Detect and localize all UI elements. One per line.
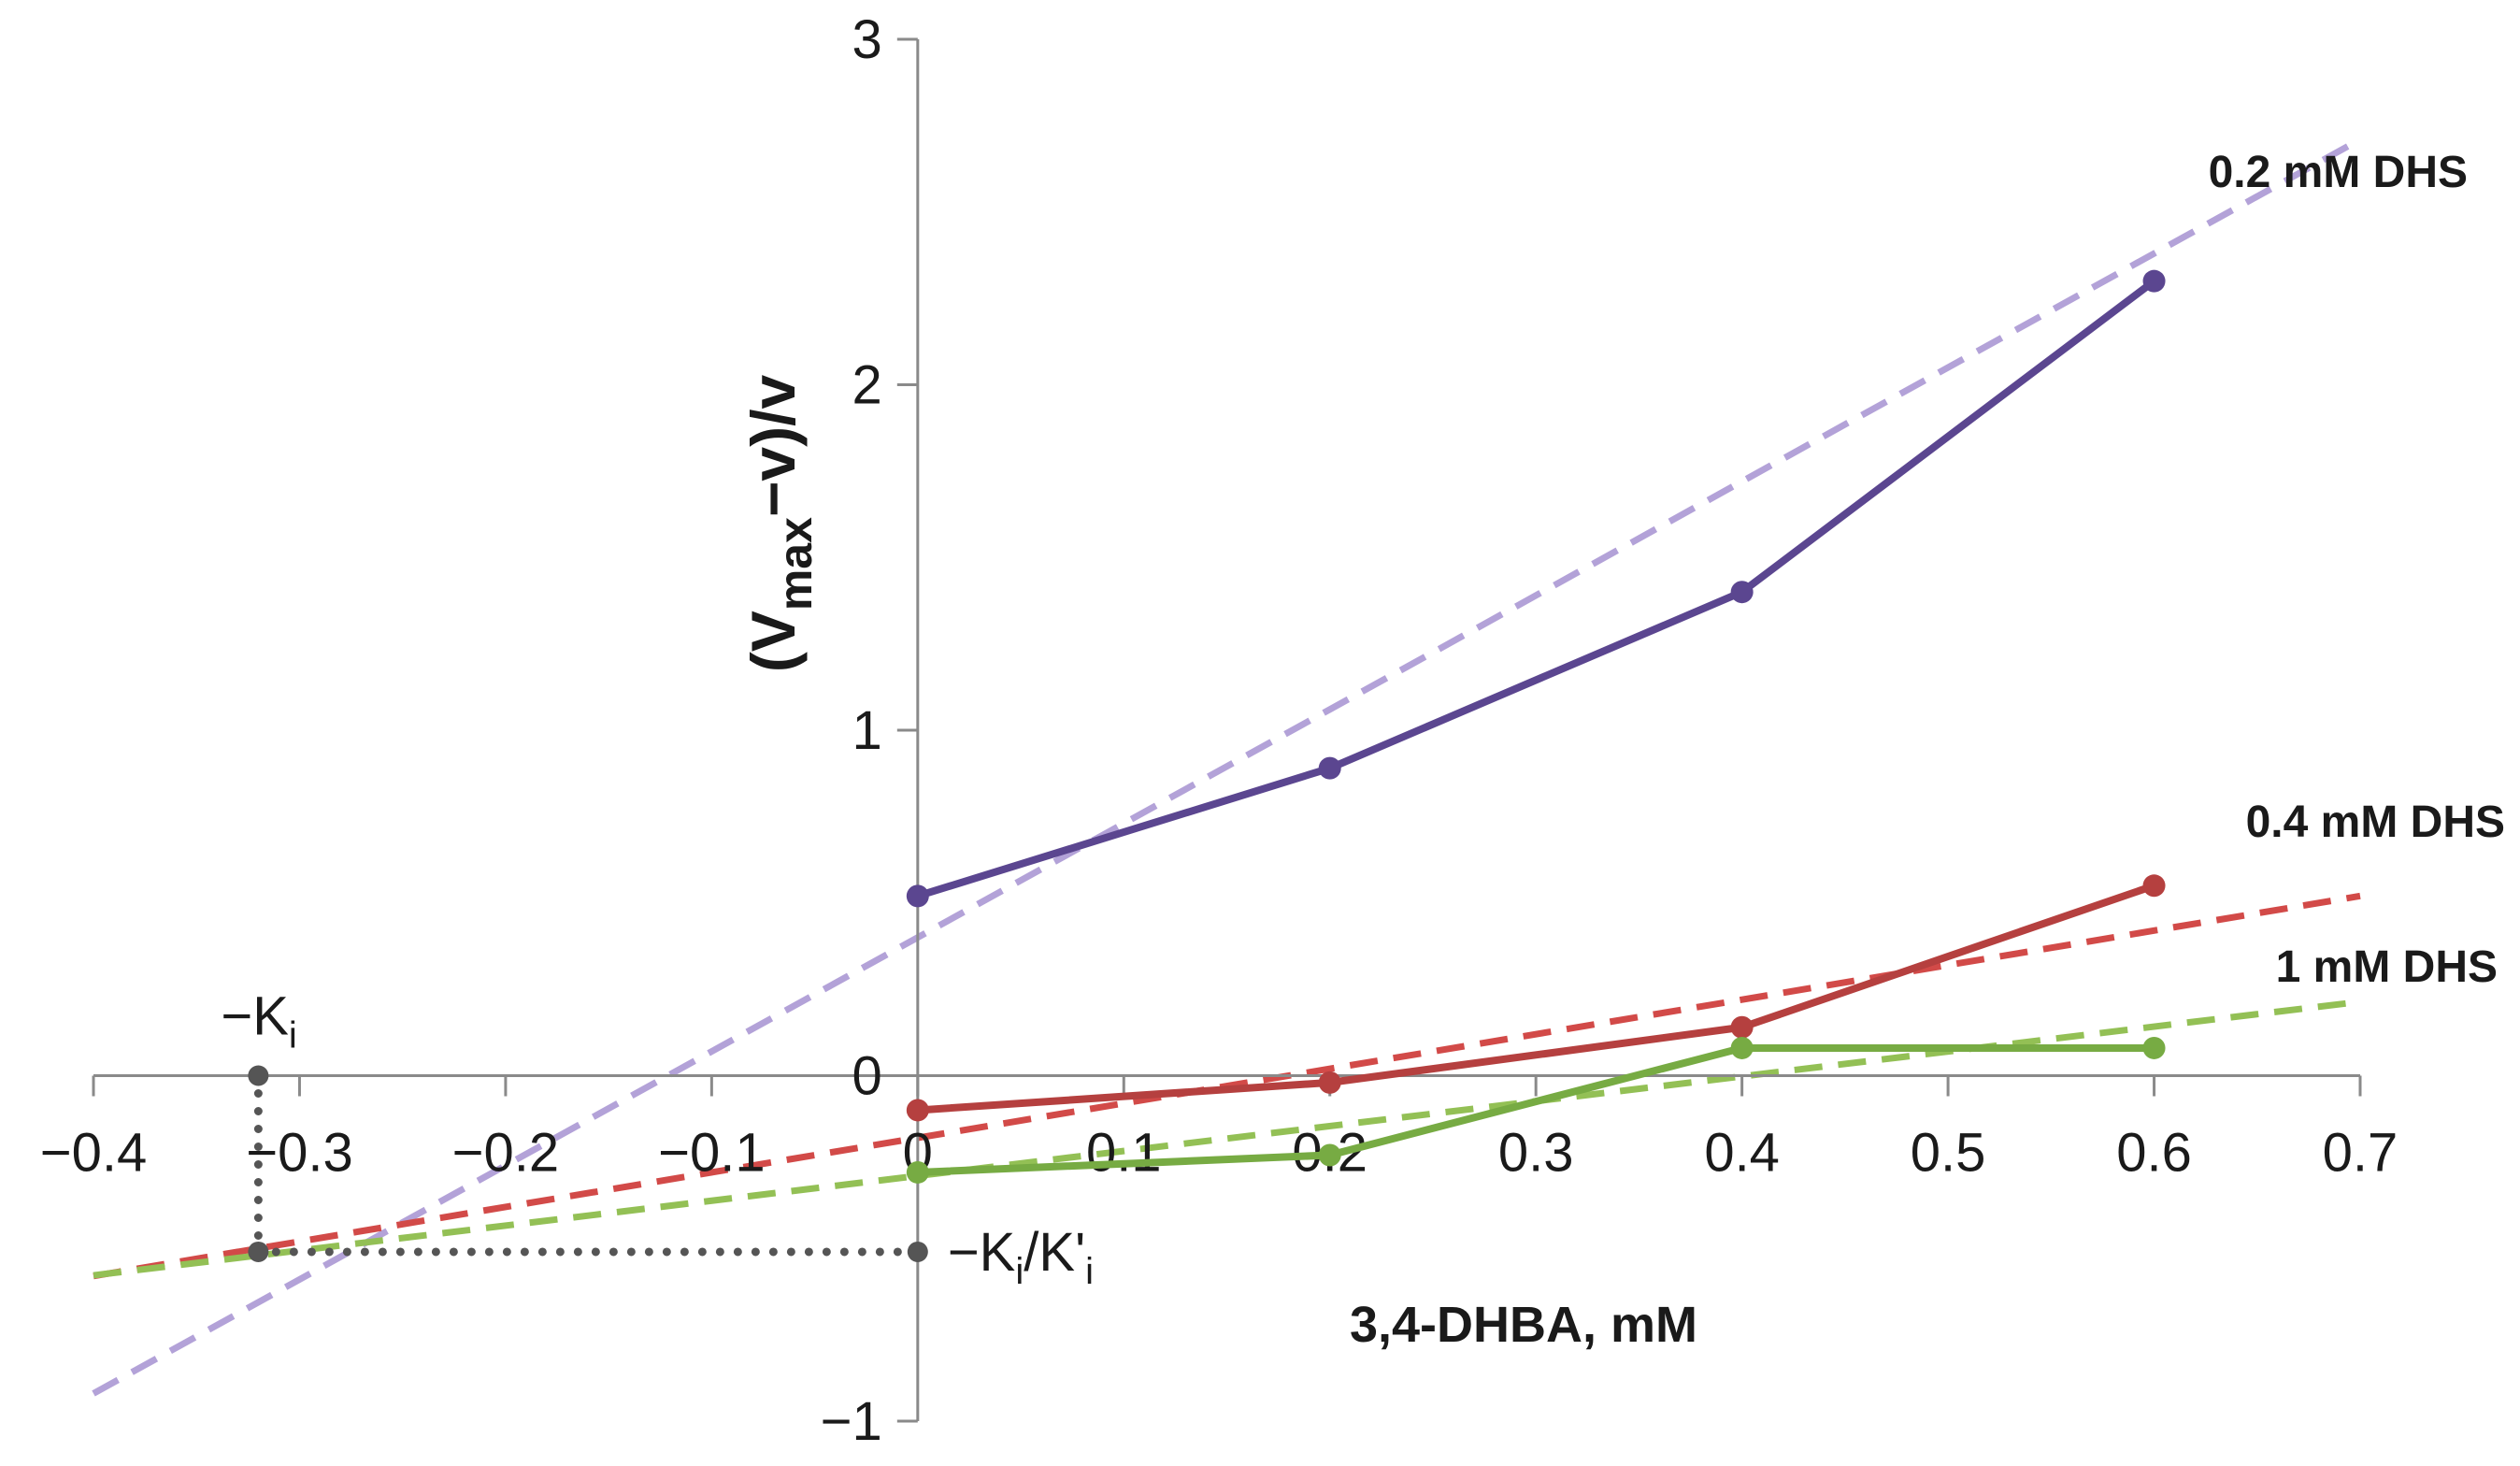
data-point [1318, 1071, 1341, 1094]
ki-ratio-main: −K [948, 1222, 1016, 1283]
data-point [906, 884, 929, 908]
y-axis-title-open: (V [738, 611, 808, 672]
data-point [906, 1099, 929, 1122]
y-tick-label: 3 [852, 9, 882, 70]
series [906, 269, 2166, 1184]
data-point [1730, 581, 1754, 604]
trendline-series-2 [93, 998, 2361, 1279]
ki-ratio-label: −Ki/K'i [948, 1222, 1094, 1292]
x-axis-title: 3,4-DHBA, mM [1350, 1297, 1697, 1353]
x-tick-label: −0.4 [40, 1123, 148, 1184]
ki-label: −Ki [221, 986, 296, 1056]
axes: −0.4−0.3−0.2−0.100.10.20.30.40.50.60.7−1… [40, 9, 2398, 1452]
data-point [2142, 269, 2166, 293]
x-tick-label: 0.6 [2116, 1123, 2192, 1184]
data-point [1730, 1015, 1754, 1039]
x-tick-label: −0.3 [246, 1123, 353, 1184]
y-tick-label: 2 [852, 355, 882, 416]
x-tick-label: 0.7 [2323, 1123, 2398, 1184]
labels: 0.2 mM DHS 0.4 mM DHS 1 mM DHS 3,4-DHBA, mM… [221, 148, 2505, 1353]
y-tick-label: 0 [852, 1046, 882, 1107]
trendline-series-0 [92, 137, 2362, 1397]
data-point [2142, 874, 2166, 898]
ki-label-main: −K [221, 986, 289, 1047]
y-tick-label: −1 [821, 1391, 882, 1452]
data-point [2142, 1036, 2166, 1059]
intersection-point [248, 1241, 269, 1262]
series-label-1: 0.4 mM DHS [2246, 798, 2505, 847]
ki-label-sub: i [289, 1015, 297, 1056]
x-tick-label: 0.3 [1498, 1123, 1574, 1184]
data-point [1318, 1143, 1341, 1167]
y-axis-title: (Vmax−v)/v [738, 375, 822, 673]
y-axis-title-close: −v)/v [738, 375, 808, 518]
ki-point [248, 1065, 269, 1086]
y-axis-title-sub: max [769, 517, 822, 611]
series-label-2: 1 mM DHS [2276, 942, 2498, 992]
ki-ratio-sub2: i [1085, 1251, 1094, 1292]
x-tick-label: 0.4 [1704, 1123, 1780, 1184]
series-label-0: 0.2 mM DHS [2209, 148, 2468, 197]
trend-lines [92, 137, 2362, 1397]
ki-ratio-point [907, 1241, 928, 1262]
x-tick-label: −0.1 [658, 1123, 766, 1184]
series-line-2 [917, 1043, 2155, 1176]
x-tick-label: 0.5 [1911, 1123, 1986, 1184]
series-line-1 [917, 882, 2155, 1114]
data-point [1318, 756, 1341, 780]
series-line-0 [916, 278, 2156, 900]
y-tick-label: 1 [852, 700, 882, 761]
ki-ratio-sub1: i [1015, 1251, 1024, 1292]
data-point [1730, 1036, 1754, 1059]
x-tick-label: 0.1 [1086, 1123, 1162, 1184]
data-point [906, 1160, 929, 1184]
ki-ratio-mid: /K' [1024, 1222, 1085, 1283]
x-tick-label: −0.2 [452, 1123, 560, 1184]
ki-guides [248, 1065, 928, 1262]
